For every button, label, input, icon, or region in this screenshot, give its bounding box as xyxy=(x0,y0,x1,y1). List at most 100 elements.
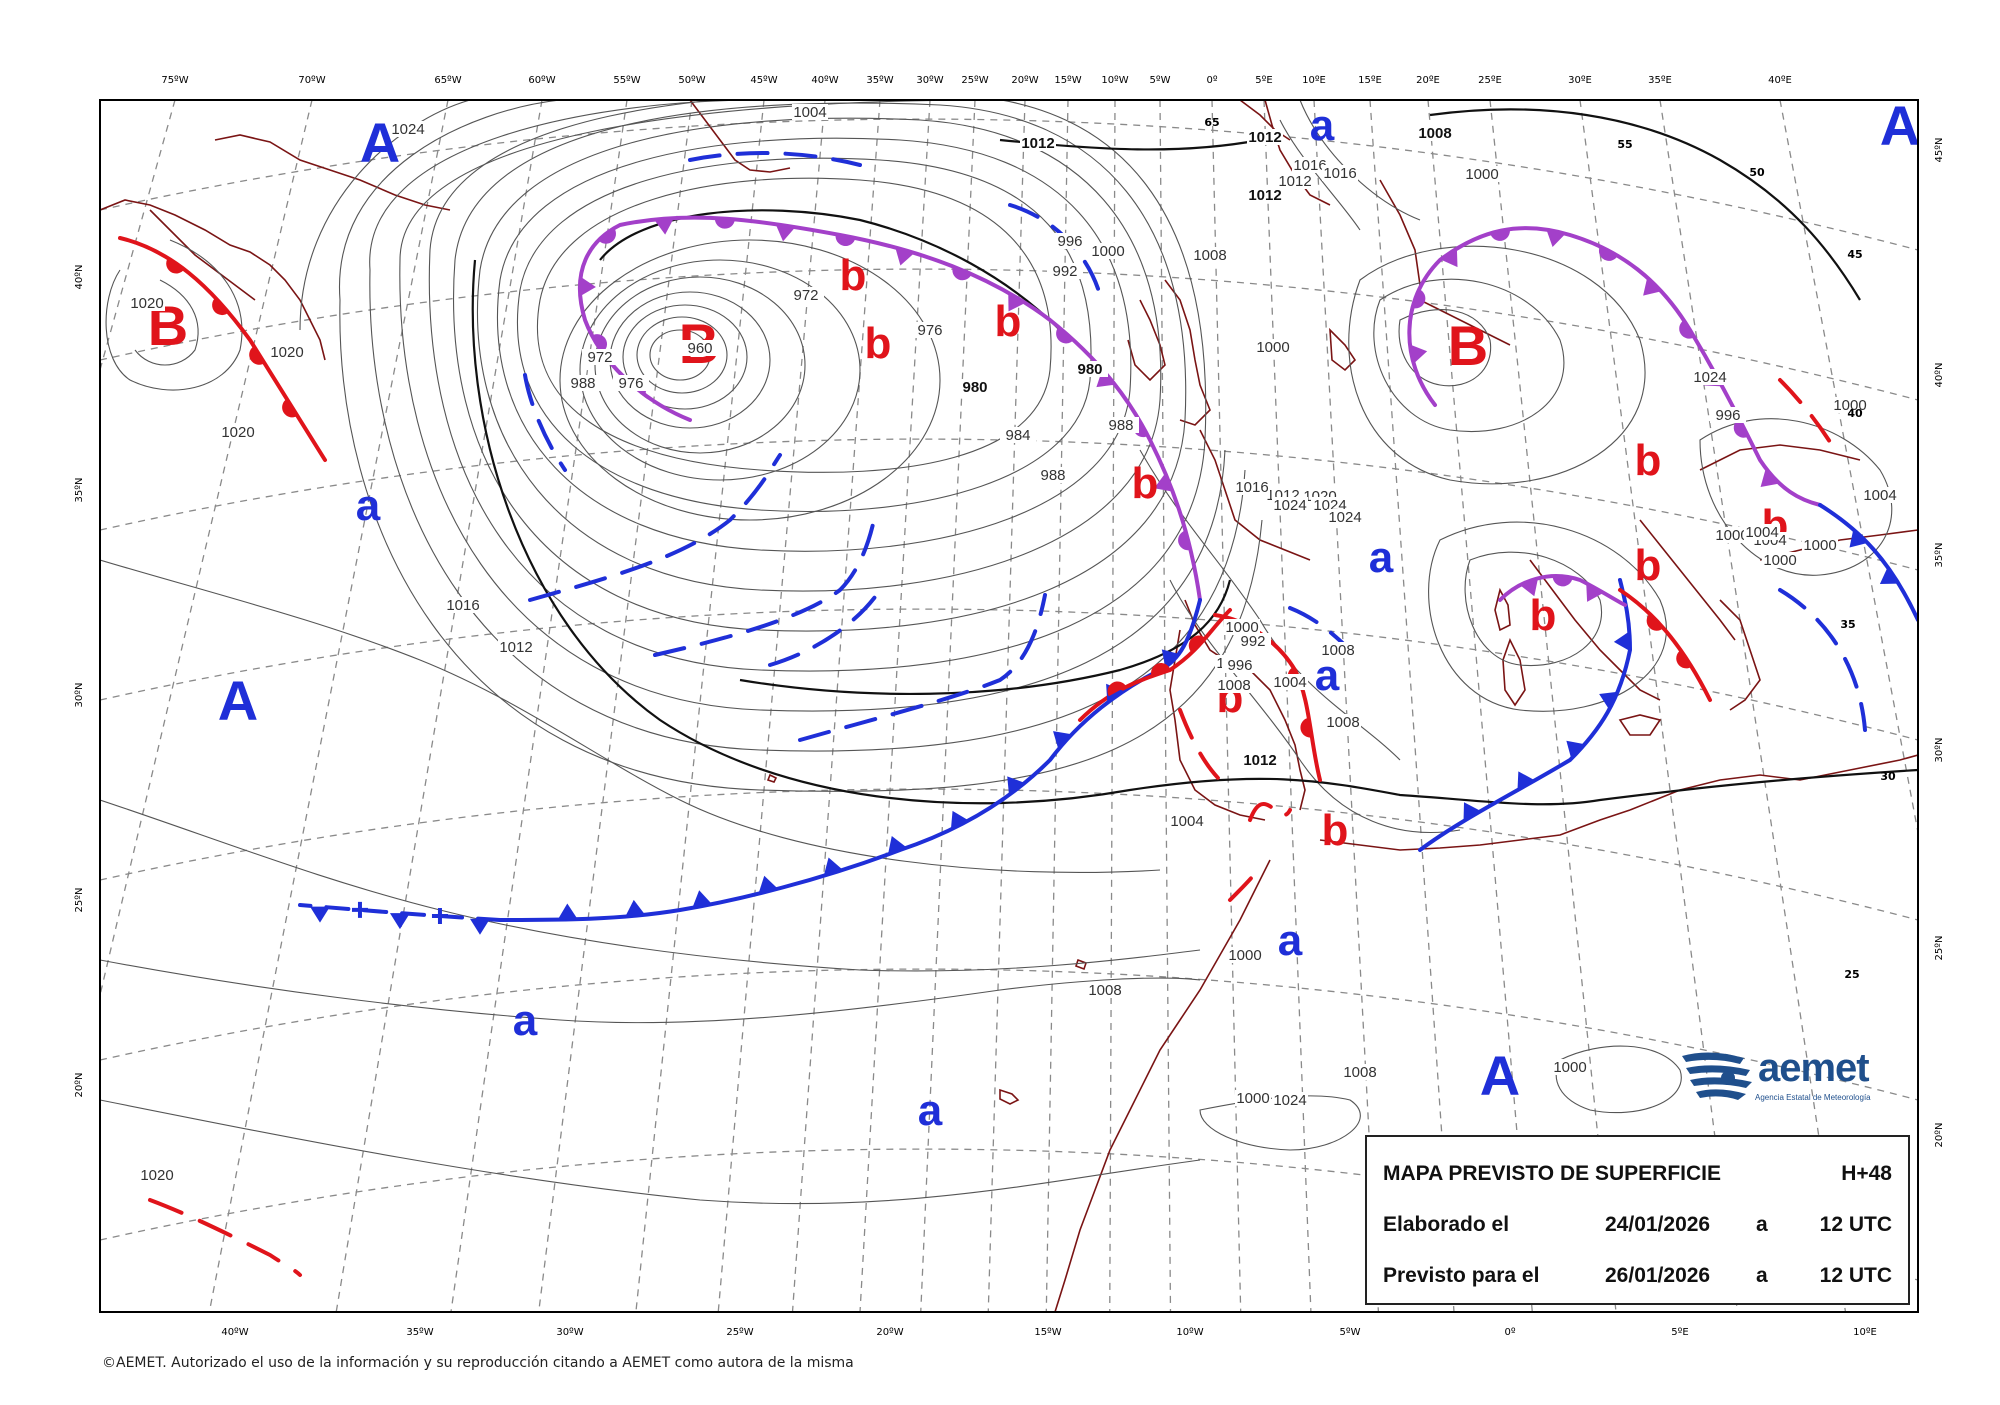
isobar-value: 1008 xyxy=(1326,714,1359,731)
trough-dashed xyxy=(528,453,782,602)
longitude-label: 10ºE xyxy=(1302,75,1326,86)
cold-front-triangle xyxy=(1008,292,1026,312)
aemet-logo-text: aemet xyxy=(1758,1046,1870,1090)
meridian xyxy=(1579,100,1739,1312)
front-symbol xyxy=(1411,289,1426,309)
front-symbol xyxy=(1552,575,1573,587)
isobar-value: 1000 xyxy=(1833,397,1866,414)
isobar xyxy=(496,137,1132,552)
isobar-value: 980 xyxy=(962,379,987,396)
isobar-980 xyxy=(599,209,1061,331)
cold-front-triangle xyxy=(1849,529,1868,548)
trough-dashed-red xyxy=(1248,802,1292,822)
relative-low-pressure-center: b xyxy=(1322,806,1349,855)
trough-dashed xyxy=(653,513,877,657)
isobar-value: 1008 xyxy=(1343,1064,1376,1081)
isobar xyxy=(453,102,1187,632)
isobar xyxy=(369,100,1246,752)
front-symbol xyxy=(714,217,735,229)
longitude-label: 35ºW xyxy=(866,75,893,86)
isobar-value: 1000 xyxy=(1715,527,1748,544)
info-lead-time: H+48 xyxy=(1841,1162,1892,1185)
parallel xyxy=(100,118,1918,251)
isobar-label-bg xyxy=(1417,125,1453,141)
relative-low-pressure-center: b xyxy=(840,251,867,300)
isobar-label-bg xyxy=(1322,165,1358,181)
isobar-value: 1008 xyxy=(1321,642,1354,659)
info-valid-label: Previsto para el xyxy=(1383,1264,1540,1287)
front-symbol xyxy=(1161,649,1181,668)
isobar xyxy=(100,959,1201,1024)
warm-front-semicircle xyxy=(714,217,735,229)
front-symbol xyxy=(1879,566,1899,585)
relative-high-pressure-center: a xyxy=(1369,533,1394,582)
front-symbol xyxy=(1517,771,1535,791)
longitude-label: 75ºW xyxy=(161,75,188,86)
front-symbol xyxy=(212,297,229,316)
longitude-label: 0º xyxy=(1206,75,1217,86)
isobar-label-bg xyxy=(1255,339,1291,355)
isobar-value: 972 xyxy=(587,349,612,366)
coast-blacksea xyxy=(1699,444,1861,471)
aemet-swirl-icon xyxy=(1682,1052,1752,1100)
front-symbol xyxy=(1300,717,1312,738)
isobar-label-bg xyxy=(1325,714,1361,730)
cold-front-triangle xyxy=(1546,229,1566,248)
plus-mark xyxy=(351,901,368,918)
front-symbol xyxy=(591,334,608,353)
front-symbol xyxy=(1490,228,1510,241)
longitude-label: 40ºE xyxy=(1768,75,1792,86)
isobar-value: 1012 xyxy=(499,639,532,656)
isobar-1012 xyxy=(471,259,1918,806)
relative-high-pressure-center: a xyxy=(1278,916,1303,965)
cold-front-triangle xyxy=(692,890,712,908)
trough-dashed-red xyxy=(1228,868,1260,902)
meridian xyxy=(859,100,931,1312)
cold-front-triangle xyxy=(887,835,907,855)
longitude-label: 30ºW xyxy=(916,75,943,86)
info-made-label: Elaborado el xyxy=(1383,1213,1510,1236)
info-valid-date: 26/01/2026 xyxy=(1605,1264,1711,1287)
isobar-label-bg xyxy=(1802,537,1838,553)
isobar-value: 988 xyxy=(570,375,595,392)
isobar-value: 996 xyxy=(1227,657,1252,674)
info-made-time: 12 UTC xyxy=(1819,1213,1892,1236)
warm-front-semicircle xyxy=(1178,530,1191,551)
isobar-label-bg xyxy=(1762,552,1798,568)
warm-front-semicircle xyxy=(249,346,265,365)
isobar-value: 1008 xyxy=(1217,677,1250,694)
plus-mark xyxy=(431,908,448,925)
front-symbol xyxy=(1519,577,1539,597)
coast-britain xyxy=(1164,279,1211,426)
isobar-label-bg xyxy=(682,340,718,356)
cold-front-triangle xyxy=(895,247,915,266)
isobar-label-bg xyxy=(1277,173,1313,189)
isobar-label-bg xyxy=(1744,524,1780,540)
coast-morocco xyxy=(1054,859,1271,1312)
isobar-value: 1000 xyxy=(1803,537,1836,554)
trough-dashed xyxy=(1778,588,1867,732)
isobar-label-bg xyxy=(1714,527,1750,543)
isobar-label-bg xyxy=(1247,129,1283,145)
latitude-label: 20ºN xyxy=(74,1073,85,1098)
isobar-label-bg xyxy=(1020,135,1056,151)
low-pressure-center: B xyxy=(1448,314,1488,377)
longitude-label: 45ºW xyxy=(750,75,777,86)
relative-low-pressure-center: b xyxy=(1132,459,1159,508)
longitude-label: 25ºW xyxy=(726,1327,753,1338)
cold-front-triangle xyxy=(469,918,490,935)
isobar-label-bg xyxy=(1464,166,1500,182)
cold-front-triangle xyxy=(758,875,778,894)
isobar-1012-ne xyxy=(1429,108,1861,301)
warm-front-semicircle xyxy=(1107,681,1127,697)
longitude-label: 20ºW xyxy=(1011,75,1038,86)
isobar-value: 1016 xyxy=(446,597,479,614)
front-symbol xyxy=(282,398,298,418)
meridian xyxy=(538,100,693,1312)
isobar-label-bg xyxy=(498,639,534,655)
isobar-label-bg xyxy=(792,104,828,120)
meridian xyxy=(100,100,176,373)
front-symbol xyxy=(1646,613,1664,631)
isobar-value: 1000 xyxy=(1256,339,1289,356)
